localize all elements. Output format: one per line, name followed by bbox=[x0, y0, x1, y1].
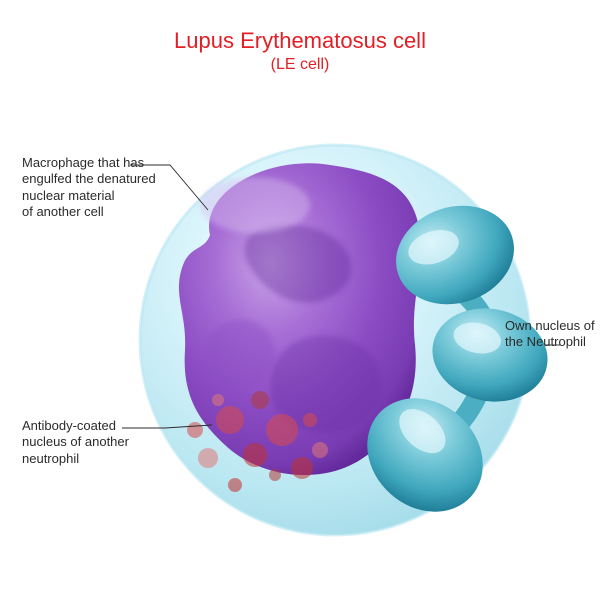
le-cell-diagram bbox=[0, 0, 600, 600]
label-antibody-nucleus: Antibody-coatednucleus of anotherneutrop… bbox=[22, 418, 152, 467]
label-macrophage: Macrophage that hasengulfed the denature… bbox=[22, 155, 162, 220]
nucleus-highlight bbox=[200, 177, 310, 233]
label-own-nucleus: Own nucleus ofthe Neutrophil bbox=[505, 318, 600, 351]
